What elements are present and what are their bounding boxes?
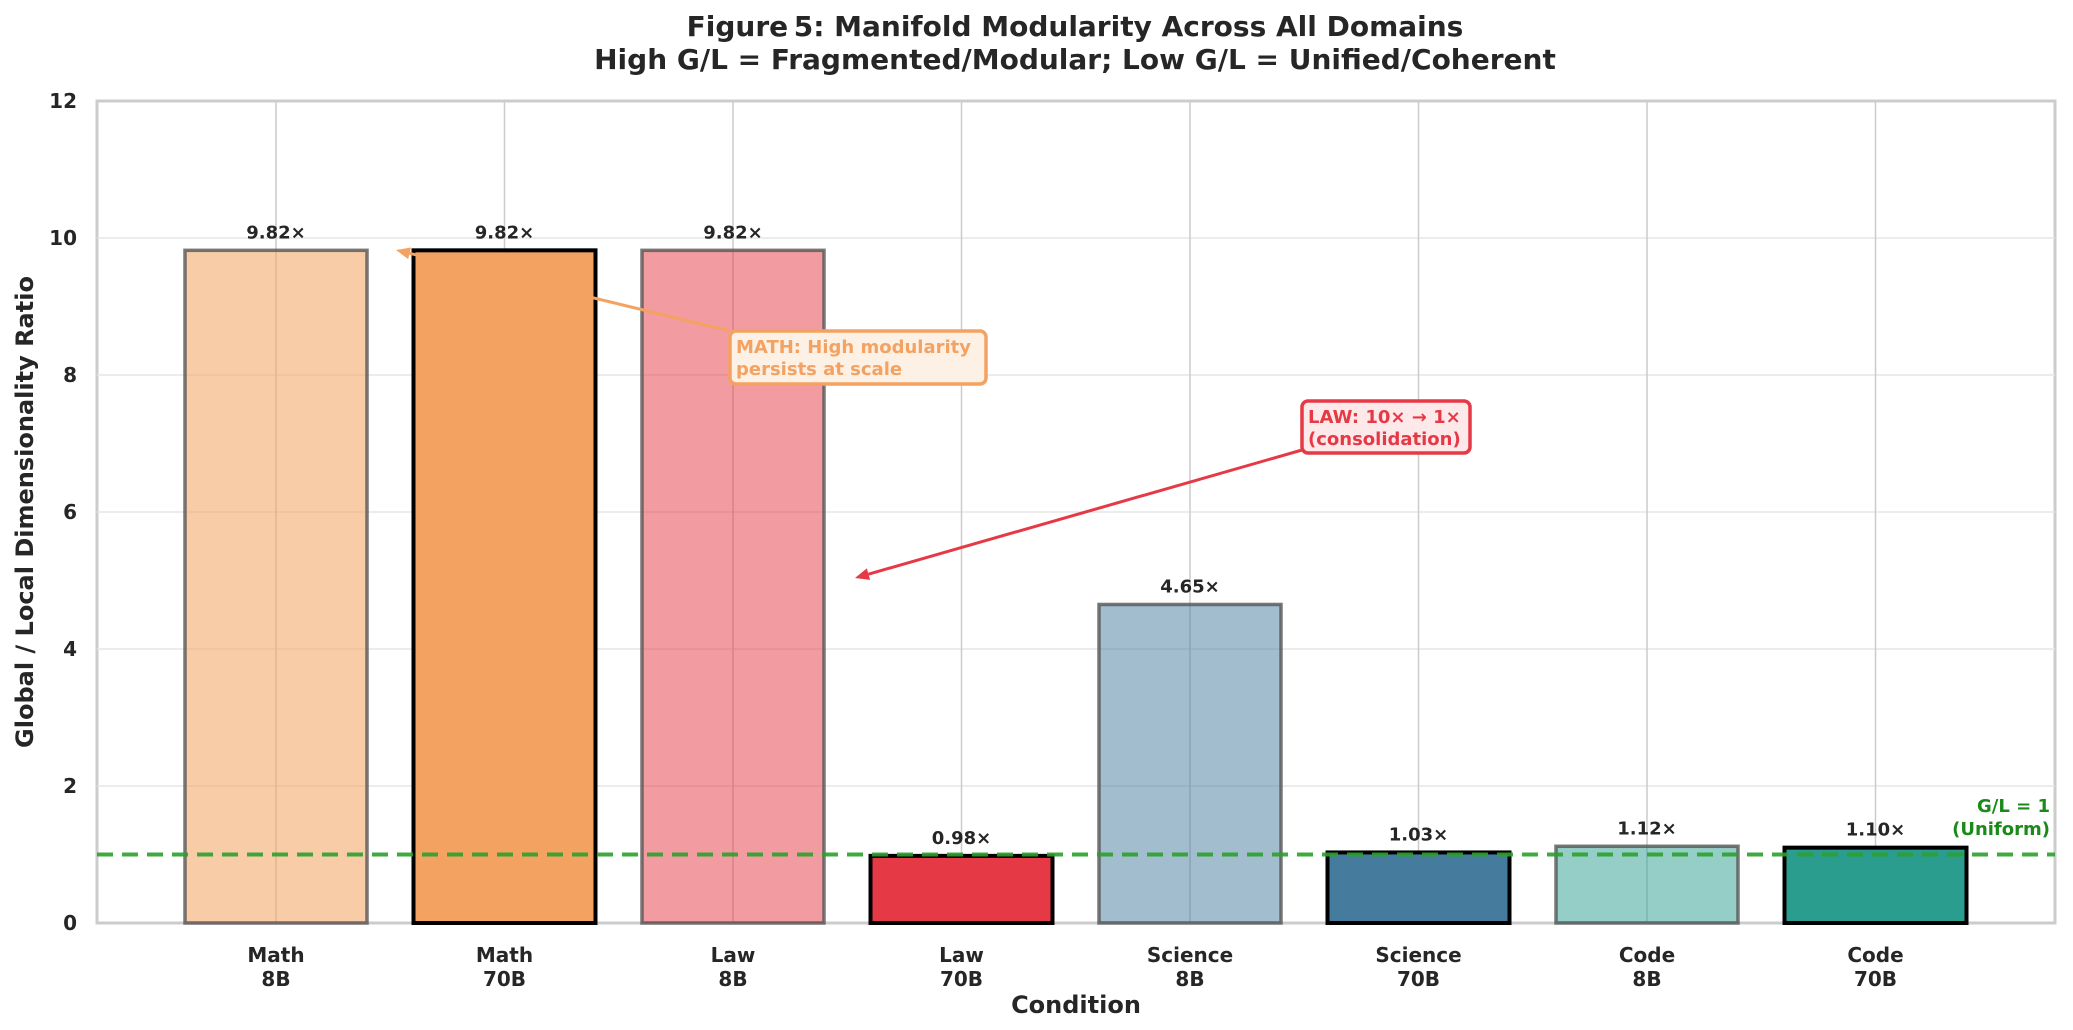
x-tick-label-line1: Code	[1619, 943, 1675, 967]
annotation-arrow-head	[855, 568, 871, 580]
y-axis-ticks: 0 2 4 6 8 10 12	[49, 89, 77, 935]
reference-line-label-line1: G/L = 1	[1977, 796, 2050, 817]
x-tick-label-line1: Law	[939, 943, 984, 967]
annotation-text-line1: MATH: High modularity	[736, 337, 971, 358]
x-tick-label-line2: 70B	[1397, 967, 1440, 991]
y-axis-title: Global / Local Dimensionality Ratio	[11, 276, 39, 748]
law-annotation: LAW: 10× → 1×(consolidation)	[855, 399, 1472, 580]
bar-value-label: 9.82×	[703, 222, 763, 243]
bar-group	[1554, 844, 1740, 925]
y-tick-label: 8	[63, 363, 77, 387]
annotation-text-line1: LAW: 10× → 1×	[1308, 407, 1461, 428]
y-tick-label: 4	[63, 637, 77, 661]
x-tick-label-line1: Math	[476, 943, 533, 967]
bar-value-label: 1.03×	[1389, 824, 1449, 845]
annotation-text-line2: (consolidation)	[1308, 429, 1461, 450]
x-tick-label-line2: 8B	[1632, 967, 1661, 991]
y-tick-label: 0	[63, 911, 77, 935]
x-tick-label-line1: Code	[1847, 943, 1903, 967]
bar-value-label: 0.98×	[932, 828, 992, 849]
bar-value-labels: 9.82× 9.82× 9.82× 0.98× 4.65× 1.03× 1.12× 1.10×	[246, 222, 1905, 849]
x-tick-label-line2: 8B	[261, 967, 290, 991]
bar	[183, 248, 369, 925]
chart-title-line2: High G/L = Fragmented/Modular; Low G/L =…	[594, 43, 1556, 76]
bar-value-label: 4.65×	[1160, 576, 1220, 597]
bars	[183, 248, 1969, 926]
bar-group	[868, 853, 1055, 925]
reference-line-group: G/L = 1(Uniform)	[97, 796, 2055, 857]
x-tick-label-line1: Science	[1147, 943, 1233, 967]
x-tick-label-line2: 70B	[483, 967, 526, 991]
bar-value-label: 1.10×	[1846, 820, 1906, 841]
x-tick-label-line1: Math	[247, 943, 304, 967]
chart-title-line1: Figure 5: Manifold Modularity Across All…	[687, 10, 1464, 43]
y-tick-label: 6	[63, 500, 77, 524]
bar	[1782, 845, 1969, 926]
bar-group	[1325, 850, 1512, 926]
x-tick-label-line2: 70B	[1854, 967, 1897, 991]
reference-line-label-line2: (Uniform)	[1952, 819, 2050, 840]
y-tick-label: 10	[49, 226, 77, 250]
bar-group	[411, 248, 598, 925]
bar-group	[183, 248, 369, 925]
x-tick-label-line1: Law	[711, 943, 756, 967]
bar	[1554, 844, 1740, 925]
bar-group	[1782, 845, 1969, 926]
y-tick-label: 2	[63, 774, 77, 798]
x-axis-ticks: Math8BMath70BLaw8BLaw70BScience8BScience…	[247, 943, 1903, 991]
annotation-box	[1300, 399, 1472, 455]
x-tick-label-line2: 8B	[718, 967, 747, 991]
bar	[868, 853, 1055, 925]
annotation-arrow-shaft	[409, 251, 731, 333]
annotation-box	[728, 329, 988, 386]
bar-group	[1097, 602, 1283, 925]
annotation-arrow-shaft	[868, 448, 1303, 576]
annotation-arrow-head	[396, 247, 412, 260]
x-tick-label-line2: 70B	[940, 967, 983, 991]
bar	[411, 248, 598, 925]
bar-value-label: 9.82×	[246, 222, 306, 243]
bar	[1097, 602, 1283, 925]
bar	[1325, 850, 1512, 926]
annotation-text-line2: persists at scale	[736, 359, 902, 380]
bar-value-label: 1.12×	[1617, 818, 1677, 839]
x-tick-label-line2: 8B	[1175, 967, 1204, 991]
bar-value-label: 9.82×	[475, 222, 535, 243]
x-tick-label-line1: Science	[1375, 943, 1461, 967]
y-tick-label: 12	[49, 89, 77, 113]
x-axis-title: Condition	[1011, 991, 1141, 1019]
